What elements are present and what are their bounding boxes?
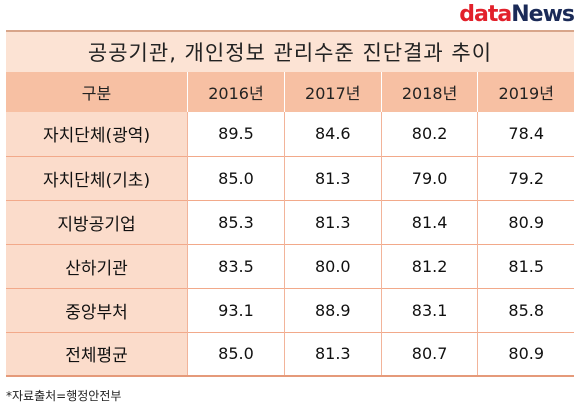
cell-2019: 80.9: [508, 212, 545, 232]
cell-2019: 81.5: [508, 256, 545, 276]
table-title: 공공기관, 개인정보 관리수준 진단결과 추이: [6, 30, 574, 72]
row-label: 중앙부처: [6, 288, 189, 332]
logo-data-text: data: [459, 2, 512, 27]
datanews-logo: dataNews: [459, 2, 575, 27]
header-2017: 2017년: [284, 72, 382, 112]
cell-2017: 81.3: [284, 332, 382, 376]
table-row: 자치단체(광역) 89.5 84.6 80.2 78.4: [6, 112, 574, 156]
logo-news-text: News: [511, 2, 575, 27]
cell-2017: 81.3: [284, 156, 382, 200]
row-label: 산하기관: [6, 244, 189, 288]
header-2019: 2019년: [498, 84, 554, 103]
row-label: 자치단체(광역): [6, 112, 189, 156]
header-row: 구분 2016년 2017년 2018년 2019년: [6, 72, 574, 112]
cell-2016: 85.0: [187, 156, 285, 200]
cell-2017: 80.0: [284, 244, 382, 288]
cell-2018: 80.7: [381, 332, 479, 376]
cell-2016: 89.5: [187, 112, 285, 156]
cell-2016: 85.0: [187, 332, 285, 376]
cell-2019: 78.4: [508, 124, 545, 144]
cell-2017: 88.9: [284, 288, 382, 332]
row-label: 전체평균: [6, 332, 189, 376]
cell-2018: 81.4: [381, 200, 479, 244]
cell-2018: 80.2: [381, 112, 479, 156]
source-note: *자료출처=행정안전부: [6, 389, 122, 403]
cell-2017: 81.3: [284, 200, 382, 244]
row-label: 지방공기업: [6, 200, 189, 244]
header-category: 구분: [6, 72, 189, 112]
table-row: 지방공기업 85.3 81.3 81.4 80.9: [6, 200, 574, 244]
cell-2016: 93.1: [187, 288, 285, 332]
diagnosis-results-table: 구분 2016년 2017년 2018년 2019년 자치단체(광역) 89.5…: [6, 72, 574, 377]
cell-2018: 83.1: [381, 288, 479, 332]
header-2016: 2016년: [187, 72, 285, 112]
cell-2019: 80.9: [508, 344, 545, 364]
header-2018: 2018년: [381, 72, 479, 112]
cell-2019: 85.8: [508, 300, 545, 320]
row-label: 자치단체(기초): [6, 156, 189, 200]
table-row: 중앙부처 93.1 88.9 83.1 85.8: [6, 288, 574, 332]
cell-2016: 83.5: [187, 244, 285, 288]
table-row: 산하기관 83.5 80.0 81.2 81.5: [6, 244, 574, 288]
cell-2016: 85.3: [187, 200, 285, 244]
cell-2018: 81.2: [381, 244, 479, 288]
cell-2018: 79.0: [381, 156, 479, 200]
table-row: 자치단체(기초) 85.0 81.3 79.0 79.2: [6, 156, 574, 200]
cell-2019: 79.2: [508, 168, 545, 188]
cell-2017: 84.6: [284, 112, 382, 156]
table-row-average: 전체평균 85.0 81.3 80.7 80.9: [6, 332, 574, 376]
